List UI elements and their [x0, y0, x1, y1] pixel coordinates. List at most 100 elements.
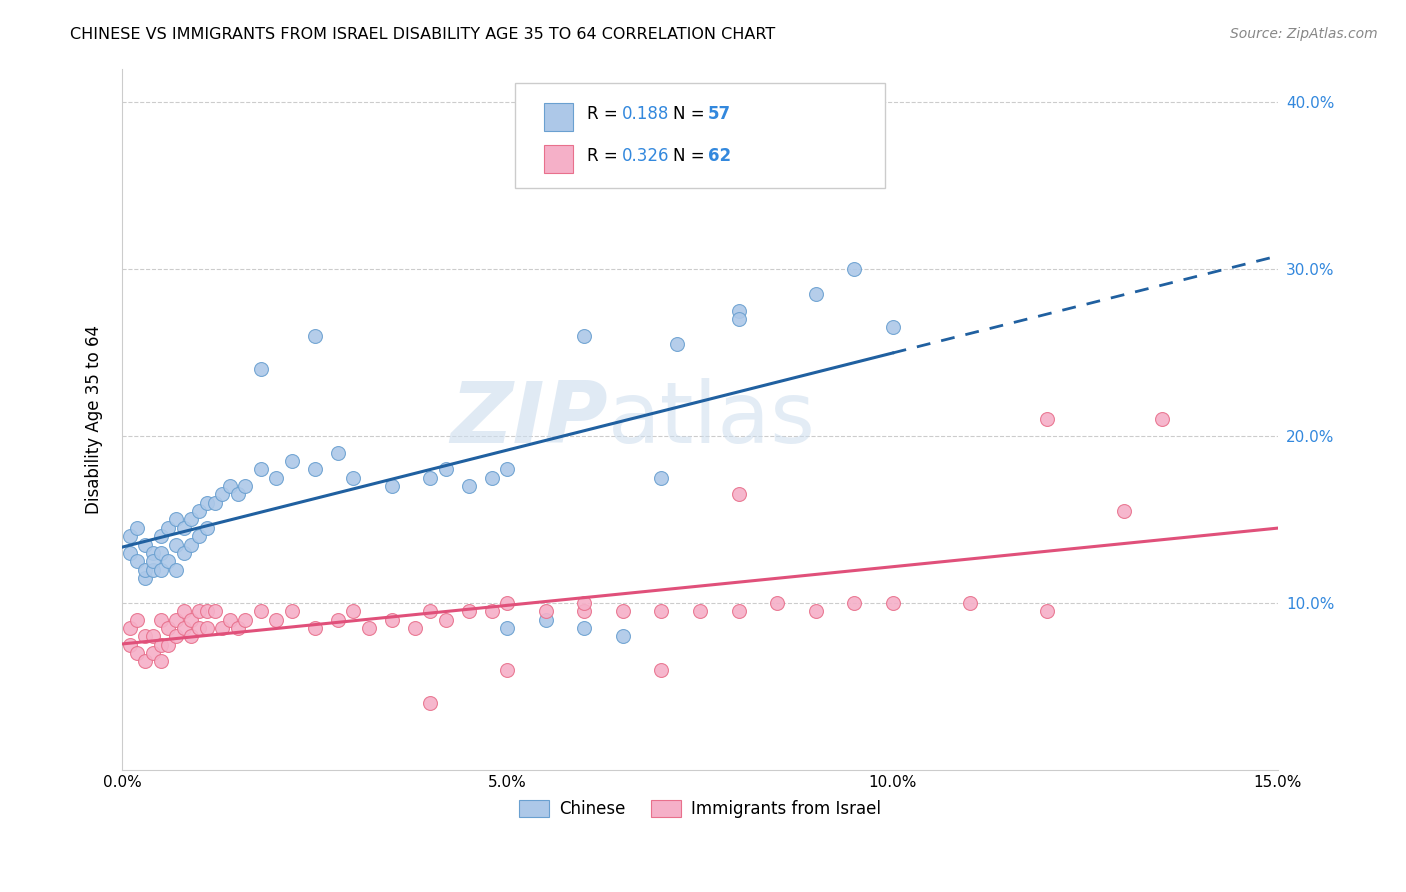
- Point: [173, 546, 195, 560]
- Point: [842, 262, 865, 277]
- Point: [219, 613, 242, 627]
- Point: [188, 621, 211, 635]
- Point: [180, 512, 202, 526]
- Point: [434, 462, 457, 476]
- Point: [195, 496, 218, 510]
- Text: 0.326: 0.326: [621, 147, 669, 165]
- Text: R =: R =: [586, 105, 623, 123]
- Point: [665, 337, 688, 351]
- Point: [457, 479, 479, 493]
- Point: [264, 471, 287, 485]
- Point: [211, 621, 233, 635]
- Point: [766, 596, 789, 610]
- Point: [496, 596, 519, 610]
- Point: [264, 613, 287, 627]
- Point: [195, 604, 218, 618]
- FancyBboxPatch shape: [515, 83, 884, 188]
- Text: Source: ZipAtlas.com: Source: ZipAtlas.com: [1230, 27, 1378, 41]
- Point: [804, 287, 827, 301]
- Point: [249, 362, 271, 376]
- Point: [304, 621, 326, 635]
- Point: [188, 604, 211, 618]
- Point: [134, 655, 156, 669]
- Text: 57: 57: [709, 105, 731, 123]
- Point: [727, 487, 749, 501]
- Point: [134, 563, 156, 577]
- Point: [496, 663, 519, 677]
- Point: [165, 512, 187, 526]
- Point: [118, 529, 141, 543]
- Point: [304, 328, 326, 343]
- Point: [165, 563, 187, 577]
- Point: [165, 537, 187, 551]
- Point: [127, 646, 149, 660]
- Point: [165, 613, 187, 627]
- Point: [118, 621, 141, 635]
- Point: [882, 596, 904, 610]
- Point: [180, 537, 202, 551]
- Point: [180, 613, 202, 627]
- Text: atlas: atlas: [607, 377, 815, 461]
- Point: [142, 646, 165, 660]
- Point: [650, 604, 672, 618]
- Point: [149, 655, 172, 669]
- Point: [219, 479, 242, 493]
- Point: [280, 604, 302, 618]
- Point: [650, 663, 672, 677]
- Point: [326, 445, 349, 459]
- Point: [149, 546, 172, 560]
- Point: [127, 613, 149, 627]
- Point: [574, 621, 596, 635]
- Point: [142, 629, 165, 643]
- Text: R =: R =: [586, 147, 623, 165]
- Point: [689, 604, 711, 618]
- Point: [959, 596, 981, 610]
- Point: [1152, 412, 1174, 426]
- Point: [842, 596, 865, 610]
- Point: [419, 696, 441, 710]
- Point: [481, 604, 503, 618]
- Point: [173, 521, 195, 535]
- Point: [134, 629, 156, 643]
- Point: [211, 487, 233, 501]
- Point: [180, 629, 202, 643]
- Point: [157, 521, 180, 535]
- Point: [304, 462, 326, 476]
- Point: [127, 554, 149, 568]
- Point: [1035, 604, 1057, 618]
- Point: [612, 604, 634, 618]
- Point: [249, 462, 271, 476]
- Point: [142, 554, 165, 568]
- Point: [149, 529, 172, 543]
- Text: 0.188: 0.188: [621, 105, 669, 123]
- Point: [496, 621, 519, 635]
- Point: [134, 537, 156, 551]
- Point: [149, 613, 172, 627]
- Point: [149, 563, 172, 577]
- Point: [157, 638, 180, 652]
- Point: [280, 454, 302, 468]
- Point: [381, 613, 404, 627]
- Point: [165, 629, 187, 643]
- Point: [481, 471, 503, 485]
- Point: [804, 604, 827, 618]
- Point: [457, 604, 479, 618]
- Point: [195, 621, 218, 635]
- Text: ZIP: ZIP: [450, 377, 607, 461]
- Point: [534, 613, 557, 627]
- Text: N =: N =: [673, 105, 710, 123]
- Point: [404, 621, 426, 635]
- Point: [226, 621, 249, 635]
- Point: [204, 604, 226, 618]
- Bar: [544, 103, 572, 131]
- Text: CHINESE VS IMMIGRANTS FROM ISRAEL DISABILITY AGE 35 TO 64 CORRELATION CHART: CHINESE VS IMMIGRANTS FROM ISRAEL DISABI…: [70, 27, 776, 42]
- Point: [149, 638, 172, 652]
- Point: [419, 604, 441, 618]
- Point: [134, 571, 156, 585]
- Point: [1035, 412, 1057, 426]
- Point: [127, 521, 149, 535]
- Text: 62: 62: [709, 147, 731, 165]
- Point: [434, 613, 457, 627]
- Point: [357, 621, 380, 635]
- Point: [419, 471, 441, 485]
